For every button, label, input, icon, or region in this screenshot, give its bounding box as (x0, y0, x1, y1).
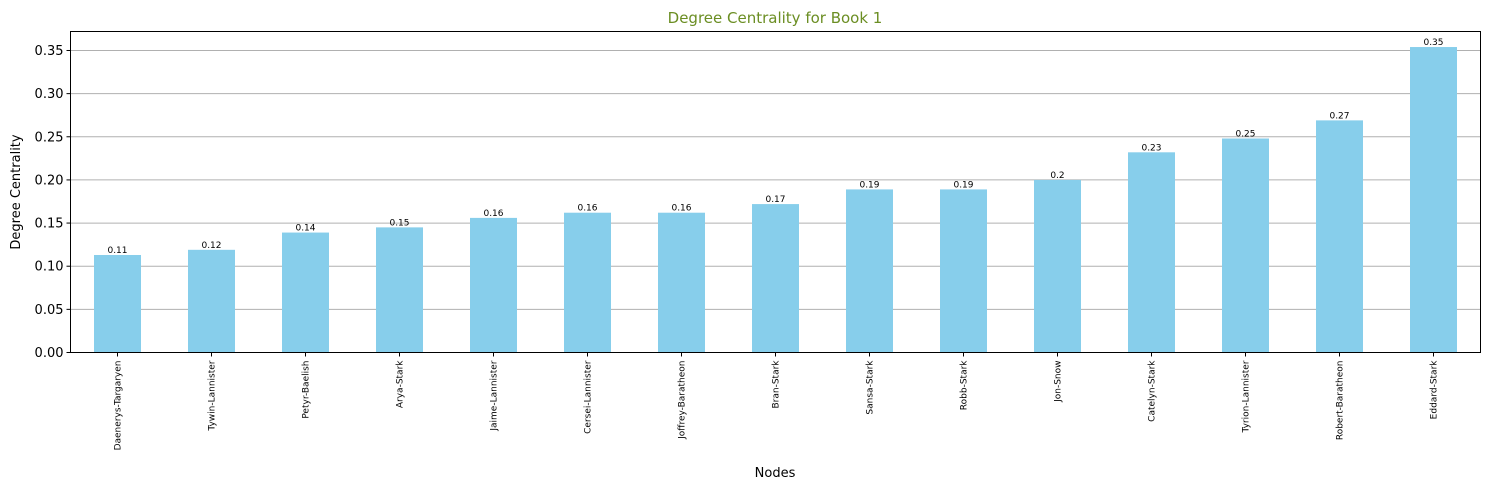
bar-robert-baratheon (1316, 120, 1363, 353)
bar-jaime-lannister (470, 217, 517, 353)
x-tick-label: Eddard-Stark (1430, 360, 1440, 420)
data-label: 0.19 (859, 180, 879, 190)
data-label: 0.19 (953, 180, 973, 190)
data-label: 0.23 (1141, 143, 1161, 153)
chart-title: Degree Centrality for Book 1 (668, 9, 883, 27)
data-label: 0.27 (1329, 111, 1349, 121)
bar-bran-stark (752, 204, 799, 353)
x-tick-label: Jon-Snow (1054, 361, 1064, 403)
data-label: 0.16 (671, 204, 691, 214)
x-tick-label: Joffrey-Baratheon (678, 361, 688, 440)
y-axis-label: Degree Centrality (9, 134, 24, 249)
x-tick-label: Tywin-Lannister (208, 360, 218, 431)
bar-tywin-lannister (188, 249, 235, 353)
bar-jon-snow (1034, 179, 1081, 353)
x-tick-label: Bran-Stark (772, 360, 782, 409)
data-label: 0.25 (1235, 130, 1255, 140)
y-tick-label: 0.15 (35, 217, 64, 232)
x-axis-ticks: Daenerys-Targaryen Tywin-Lannister Petyr-B… (114, 352, 1440, 451)
bar-eddard-stark (1410, 47, 1457, 353)
bar-sansa-stark (846, 189, 893, 353)
x-tick-label: Petyr-Baelish (302, 361, 312, 419)
data-label: 0.16 (483, 209, 503, 219)
bar-petyr-baelish (282, 232, 329, 353)
x-tick-label: Jaime-Lannister (490, 360, 500, 431)
bar-daenerys-targaryen (94, 254, 141, 353)
y-tick-label: 0.20 (35, 173, 64, 188)
data-labels: 0.11 0.12 0.14 0.15 0.16 0.16 0.16 0.17 0.19 0.19… (107, 38, 1443, 256)
data-label: 0.14 (295, 224, 315, 234)
y-tick-label: 0.05 (35, 303, 64, 318)
x-axis-label: Nodes (755, 466, 796, 481)
bar-robb-stark (940, 189, 987, 353)
y-tick-label: 0.25 (35, 130, 64, 145)
bar-joffrey-baratheon (658, 212, 705, 353)
bar-arya-stark (376, 227, 423, 353)
x-tick-label: Robert-Baratheon (1336, 361, 1346, 441)
y-axis-ticks: 0.00 0.05 0.10 0.15 0.20 0.25 0.30 0.35 (35, 44, 71, 361)
data-label: 0.16 (577, 204, 597, 214)
data-label: 0.2 (1050, 171, 1064, 181)
y-tick-label: 0.35 (35, 44, 64, 59)
bar-cersei-lannister (564, 212, 611, 353)
x-tick-label: Cersei-Lannister (584, 360, 594, 434)
data-label: 0.12 (201, 241, 221, 251)
data-label: 0.17 (765, 195, 785, 205)
x-tick-label: Sansa-Stark (866, 360, 876, 415)
x-tick-label: Arya-Stark (396, 360, 406, 408)
bar-catelyn-stark (1128, 152, 1175, 353)
x-tick-label: Tyrion-Lannister (1242, 360, 1252, 433)
y-tick-label: 0.30 (35, 87, 64, 102)
data-label: 0.15 (389, 218, 409, 228)
x-tick-label: Catelyn-Stark (1148, 360, 1158, 422)
data-label: 0.11 (107, 246, 127, 256)
y-tick-label: 0.00 (35, 346, 64, 361)
x-tick-label: Robb-Stark (960, 360, 970, 410)
y-tick-label: 0.10 (35, 260, 64, 275)
data-label: 0.35 (1423, 38, 1443, 48)
x-tick-label: Daenerys-Targaryen (114, 361, 124, 451)
bars (94, 47, 1457, 353)
bar-tyrion-lannister (1222, 138, 1269, 353)
